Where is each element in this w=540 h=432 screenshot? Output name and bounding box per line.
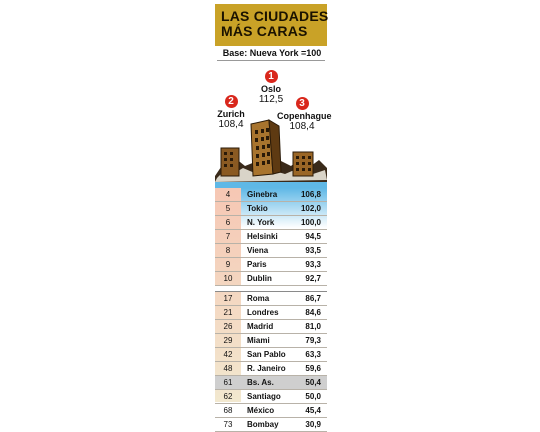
value-cell: 106,8 [300, 190, 321, 199]
city-cell: R. Janeiro [247, 364, 286, 373]
rank-cell: 9 [225, 260, 231, 269]
rank-cell: 6 [225, 218, 231, 227]
water-fade-background [241, 188, 327, 228]
title-line-2: MÁS CARAS [221, 23, 308, 39]
city-cell: México [247, 406, 275, 415]
city-cell: N. York [247, 218, 275, 227]
value-cell: 94,5 [305, 232, 321, 241]
table-row: 6 N. York 100,0 [215, 216, 327, 230]
city-cell: Bs. As. [247, 378, 274, 387]
top3-value-1: 112,5 [258, 94, 284, 105]
top3-value-2: 108,4 [218, 119, 244, 130]
table-row: 62 Santiago 50,0 [215, 390, 327, 404]
group-separator [215, 286, 327, 292]
value-cell: 93,5 [305, 246, 321, 255]
rank-cell: 17 [223, 294, 233, 303]
value-cell: 30,9 [305, 420, 321, 429]
rank-cell: 21 [223, 308, 233, 317]
top3-value-3: 108,4 [289, 121, 315, 132]
rank-badge-2: 2 [224, 95, 238, 108]
city-cell: Miami [247, 336, 270, 345]
top3-second: 2 Zurich 108,4 [215, 91, 247, 130]
table-row: 9 Paris 93,3 [215, 258, 327, 272]
table-row: 5 Tokio 102,0 [215, 202, 327, 216]
rank-cell: 4 [225, 190, 231, 199]
value-cell: 81,0 [305, 322, 321, 331]
value-cell: 45,4 [305, 406, 321, 415]
table-row: 61 Bs. As. 50,4 [215, 376, 327, 390]
city-cell: Roma [247, 294, 270, 303]
value-cell: 86,7 [305, 294, 321, 303]
city-cell: Tokio [247, 204, 268, 213]
rank-cell: 26 [223, 322, 233, 331]
city-cell: Ginebra [247, 190, 278, 199]
top3-third: 3 Copenhague 108,4 [277, 93, 332, 132]
rank-cell: 48 [223, 364, 233, 373]
rank-cell: 62 [223, 392, 233, 401]
table-row: 7 Helsinki 94,5 [215, 230, 327, 244]
city-cell: Viena [247, 246, 269, 255]
rank-badge-3: 3 [295, 97, 309, 110]
rank-cell: 8 [225, 246, 231, 255]
rank-cell: 10 [223, 274, 233, 283]
rank-cell: 42 [223, 350, 233, 359]
value-cell: 63,3 [305, 350, 321, 359]
value-cell: 93,3 [305, 260, 321, 269]
city-cell: Helsinki [247, 232, 278, 241]
table-row: 21 Londres 84,6 [215, 306, 327, 320]
rank-cell: 68 [223, 406, 233, 415]
table-row: 68 México 45,4 [215, 404, 327, 418]
city-cell: Bombay [247, 420, 279, 429]
table-row: 10 Dublin 92,7 [215, 272, 327, 286]
top3-city-3: Copenhague [277, 111, 332, 121]
value-cell: 79,3 [305, 336, 321, 345]
title-box: LAS CIUDADES MÁS CARAS [215, 4, 329, 46]
city-cell: Londres [247, 308, 279, 317]
value-cell: 100,0 [300, 218, 321, 227]
value-cell: 50,4 [305, 378, 321, 387]
value-cell: 102,0 [300, 204, 321, 213]
table-row: 29 Miami 79,3 [215, 334, 327, 348]
value-cell: 59,6 [305, 364, 321, 373]
rank-column-background [215, 188, 241, 402]
city-cell: San Pablo [247, 350, 286, 359]
top3-city-1: Oslo [260, 84, 281, 94]
table-row: 48 R. Janeiro 59,6 [215, 362, 327, 376]
building-center-side [268, 119, 282, 175]
rank-cell: 29 [223, 336, 233, 345]
table-row: 26 Madrid 81,0 [215, 320, 327, 334]
city-cell: Madrid [247, 322, 274, 331]
infographic-panel: LAS CIUDADES MÁS CARAS Base: Nueva York … [215, 4, 332, 432]
top3-first: 1 Oslo 112,5 [251, 66, 291, 105]
subtitle-divider [217, 60, 325, 61]
rank-cell: 61 [223, 378, 233, 387]
table-row: 8 Viena 93,5 [215, 244, 327, 258]
top3-city-2: Zurich [217, 109, 245, 119]
value-cell: 92,7 [305, 274, 321, 283]
title-line-1: LAS CIUDADES [221, 8, 329, 24]
city-cell: Santiago [247, 392, 281, 401]
value-cell: 84,6 [305, 308, 321, 317]
rank-cell: 73 [223, 420, 233, 429]
table-row: 4 Ginebra 106,8 [215, 188, 327, 202]
table-row: 73 Bombay 30,9 [215, 418, 327, 432]
rank-cell: 5 [225, 204, 231, 213]
table-row: 42 San Pablo 63,3 [215, 348, 327, 362]
value-cell: 50,0 [305, 392, 321, 401]
city-cell: Paris [247, 260, 267, 269]
subtitle: Base: Nueva York =100 [222, 48, 322, 58]
city-cell: Dublin [247, 274, 272, 283]
skyline-illustration [215, 119, 327, 194]
table-row: 17 Roma 86,7 [215, 292, 327, 306]
rank-cell: 7 [225, 232, 231, 241]
rank-badge-1: 1 [264, 70, 278, 83]
